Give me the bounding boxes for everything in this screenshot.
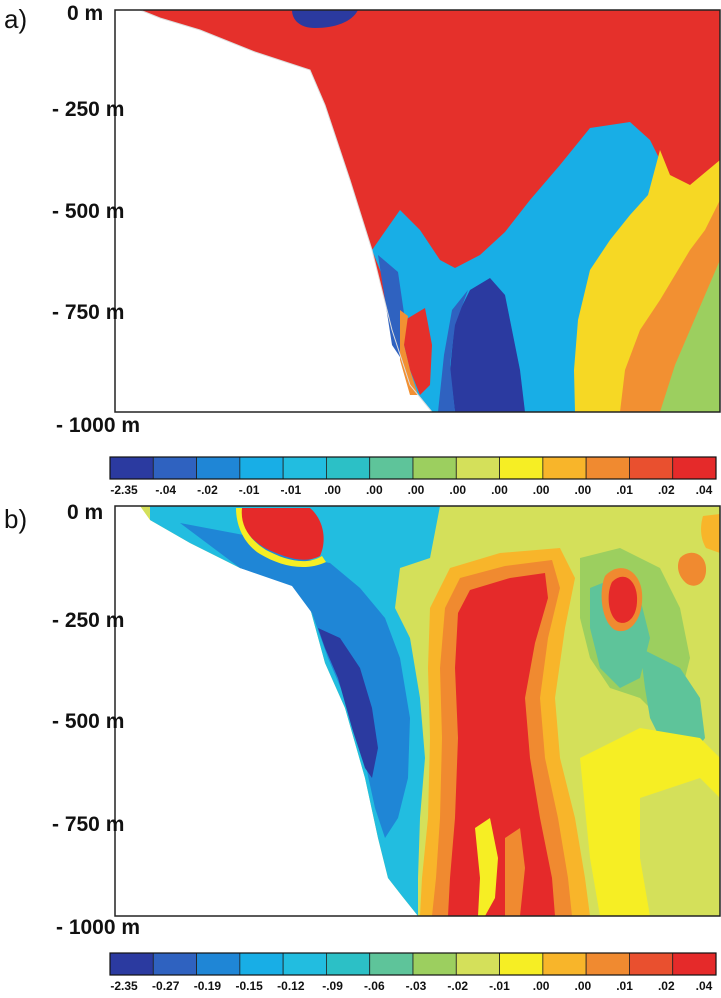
colorbar-tick-b-9: -.01: [489, 979, 510, 993]
colorbar-swatch-a-8: [455, 456, 500, 480]
depth-label-500m-a: - 500 m: [52, 200, 125, 223]
colorbar-tick-b-14: .04: [695, 979, 713, 993]
colorbar-swatch-b-0: [109, 952, 154, 976]
colorbar-swatch-b-8: [455, 952, 500, 976]
depth-label-750m-a: - 750 m: [52, 301, 125, 324]
depth-label-1000m-a: - 1000 m: [56, 414, 141, 437]
colorbar-tick-b-7: -.03: [405, 979, 427, 993]
colorbar-tick-b-13: .02: [657, 979, 675, 993]
colorbar-swatch-a-4: [282, 456, 327, 480]
colorbar-tick-b-4: -0.12: [277, 979, 305, 993]
colorbar-tick-a-11: .00: [574, 483, 592, 497]
panel-label-b: b): [4, 504, 28, 534]
colorbar-swatch-b-9: [499, 952, 544, 976]
colorbar-swatch-a-2: [196, 456, 241, 480]
colorbar-swatch-a-10: [542, 456, 587, 480]
colorbar-swatch-a-13: [672, 456, 717, 480]
panel-label-a: a): [4, 4, 28, 34]
colorbar-swatch-a-3: [239, 456, 284, 480]
colorbar-swatch-a-7: [412, 456, 457, 480]
colorbar-swatch-a-6: [369, 456, 414, 480]
colorbar-swatch-b-5: [326, 952, 371, 976]
colorbar-tick-b-11: .00: [574, 979, 592, 993]
colorbar-tick-b-3: -0.15: [235, 979, 263, 993]
colorbar-tick-b-0: -2.35: [110, 979, 138, 993]
colorbar-swatch-b-4: [282, 952, 327, 976]
colorbar-swatch-b-2: [196, 952, 241, 976]
colorbar-tick-b-2: -0.19: [193, 979, 222, 993]
colorbar-tick-a-1: -.04: [155, 483, 177, 497]
colorbar-tick-b-10: .00: [532, 979, 550, 993]
colorbar-tick-a-6: .00: [365, 483, 383, 497]
colorbar-swatch-a-12: [629, 456, 674, 480]
depth-label-0m-a: 0 m: [67, 2, 104, 25]
colorbar-swatch-b-12: [629, 952, 674, 976]
colorbar-swatch-a-11: [585, 456, 630, 480]
colorbar-swatch-b-10: [542, 952, 587, 976]
colorbar-swatch-b-13: [672, 952, 717, 976]
colorbar-swatch-a-1: [152, 456, 197, 480]
depth-label-250m-a: - 250 m: [52, 98, 125, 121]
colorbar-tick-a-9: .00: [491, 483, 508, 497]
colorbar-a: [109, 456, 717, 480]
colorbar-swatch-b-6: [369, 952, 414, 976]
contour-plot-a: [114, 9, 721, 413]
depth-label-250m-b: - 250 m: [52, 609, 125, 632]
colorbar-tick-b-12: .01: [616, 979, 633, 993]
colorbar-swatch-b-3: [239, 952, 284, 976]
depth-label-1000m-b: - 1000 m: [56, 916, 141, 939]
depth-label-500m-b: - 500 m: [52, 710, 125, 733]
colorbar-swatch-a-9: [499, 456, 544, 480]
colorbar-tick-a-7: .00: [407, 483, 425, 497]
colorbar-tick-a-12: .01: [616, 483, 633, 497]
depth-label-0m-b: 0 m: [67, 501, 104, 524]
colorbar-swatch-a-5: [326, 456, 371, 480]
panel-b: b) 0 m - 250 m -: [0, 498, 721, 998]
colorbar-b: [109, 952, 717, 976]
panel-a: a) 0 m - 250 m - 500 m - 750 m - 1000 m …: [4, 2, 721, 497]
colorbar-tick-a-5: .00: [324, 483, 341, 497]
colorbar-tick-a-10: .00: [532, 483, 550, 497]
colorbar-swatch-b-1: [152, 952, 197, 976]
colorbar-tick-a-8: .00: [449, 483, 467, 497]
colorbar-swatch-b-11: [585, 952, 630, 976]
colorbar-tick-b-1: -0.27: [152, 979, 180, 993]
depth-label-750m-b: - 750 m: [52, 813, 125, 836]
colorbar-tick-a-2: -.02: [197, 483, 218, 497]
colorbar-tick-a-14: .04: [695, 483, 713, 497]
colorbar-tick-b-5: -.09: [322, 979, 343, 993]
colorbar-tick-a-0: -2.35: [110, 483, 138, 497]
colorbar-tick-a-13: .02: [657, 483, 675, 497]
colorbar-tick-a-4: -.01: [280, 483, 302, 497]
colorbar-tick-a-3: -.01: [238, 483, 260, 497]
colorbar-tick-b-8: -.02: [447, 979, 469, 993]
colorbar-swatch-a-0: [109, 456, 154, 480]
colorbar-tick-b-6: -.06: [363, 979, 385, 993]
contour-plot-b: [114, 505, 721, 917]
colorbar-swatch-b-7: [412, 952, 457, 976]
